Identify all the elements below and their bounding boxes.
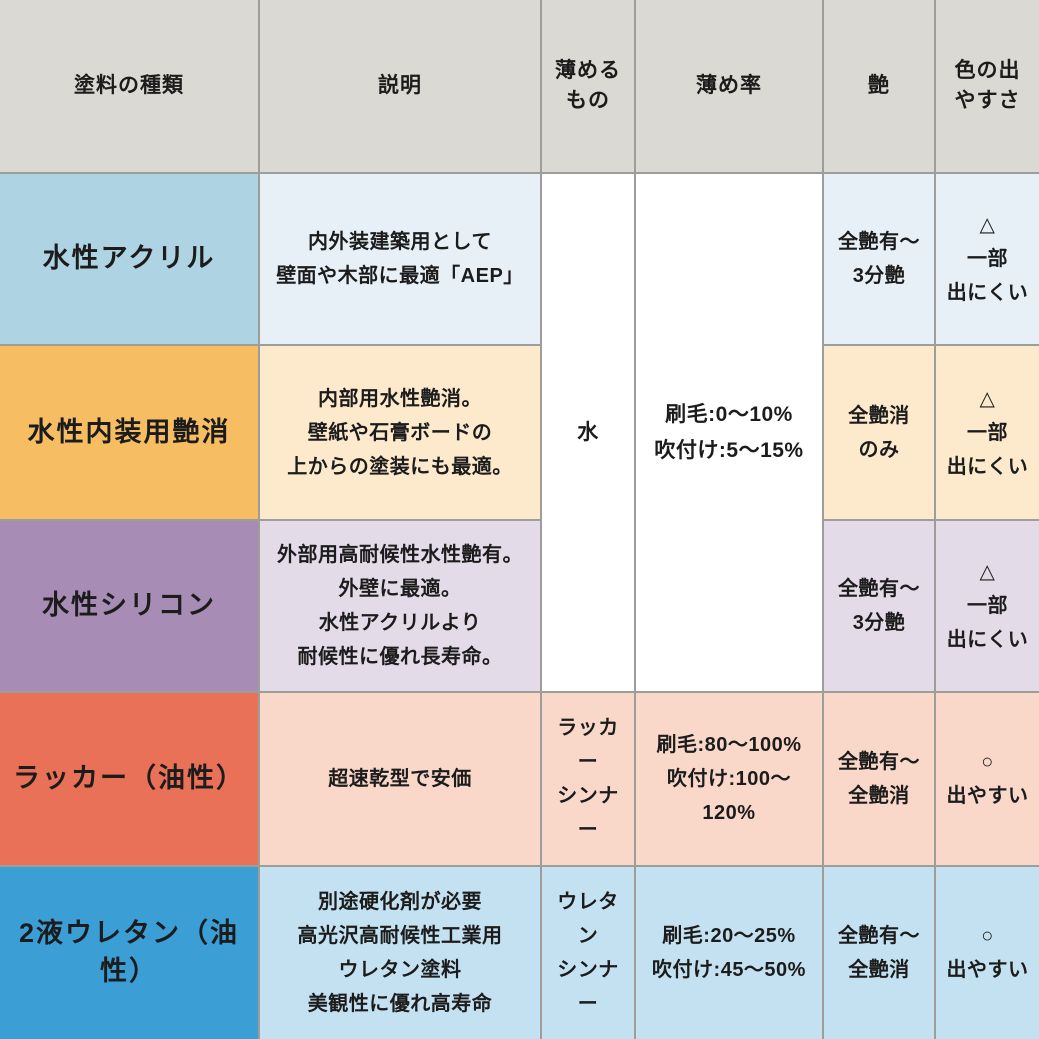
header-paint-type: 塗料の種類 bbox=[0, 0, 260, 174]
lacquer-type-cell: ラッカー（油性） bbox=[0, 691, 260, 867]
matte-gloss-cell: 全艶消 のみ bbox=[822, 344, 936, 521]
row-interior-matte: 水性内装用艶消 内部用水性艶消。 壁紙や石膏ボードの 上からの塗装にも最適。 全… bbox=[0, 344, 1039, 521]
header-thinner: 薄める もの bbox=[540, 0, 636, 174]
urethane-gloss-cell: 全艶有〜 全艶消 bbox=[822, 865, 936, 1039]
acrylic-gloss-cell: 全艶有〜 3分艶 bbox=[822, 172, 936, 346]
header-gloss: 艶 bbox=[822, 0, 936, 174]
urethane-description-cell: 別途硬化剤が必要 高光沢高耐候性工業用 ウレタン塗料 美観性に優れ高寿命 bbox=[258, 865, 542, 1039]
header-description: 説明 bbox=[258, 0, 542, 174]
matte-color-ease-cell: △ 一部 出にくい bbox=[934, 344, 1039, 521]
row-acrylic: 水性アクリル 内外装建築用として 壁面や木部に最適「AEP」 水 刷毛:0〜10… bbox=[0, 172, 1039, 693]
lacquer-ratio-cell: 刷毛:80〜100% 吹付け:100〜120% bbox=[634, 691, 824, 867]
row-urethane: 2液ウレタン（油性） 別途硬化剤が必要 高光沢高耐候性工業用 ウレタン塗料 美観… bbox=[0, 865, 1039, 1039]
row-lacquer: ラッカー（油性） 超速乾型で安価 ラッカー シンナー 刷毛:80〜100% 吹付… bbox=[0, 691, 1039, 867]
row-silicone: 水性シリコン 外部用高耐候性水性艶有。 外壁に最適。 水性アクリルより 耐候性に… bbox=[0, 519, 1039, 693]
silicone-gloss-cell: 全艶有〜 3分艶 bbox=[822, 519, 936, 693]
lacquer-description-cell: 超速乾型で安価 bbox=[258, 691, 542, 867]
urethane-ratio-cell: 刷毛:20〜25% 吹付け:45〜50% bbox=[634, 865, 824, 1039]
acrylic-color-ease-cell: △ 一部 出にくい bbox=[934, 172, 1039, 346]
silicone-color-ease-cell: △ 一部 出にくい bbox=[934, 519, 1039, 693]
header-row: 塗料の種類 説明 薄める もの 薄め率 艶 色の出 やすさ bbox=[0, 0, 1039, 174]
lacquer-color-ease-cell: ○ 出やすい bbox=[934, 691, 1039, 867]
urethane-color-ease-cell: ○ 出やすい bbox=[934, 865, 1039, 1039]
acrylic-type-cell: 水性アクリル bbox=[0, 172, 260, 346]
header-dilution-ratio: 薄め率 bbox=[634, 0, 824, 174]
acrylic-description-cell: 内外装建築用として 壁面や木部に最適「AEP」 bbox=[258, 172, 542, 346]
header-color-ease: 色の出 やすさ bbox=[934, 0, 1039, 174]
water-ratio-merged-cell: 刷毛:0〜10% 吹付け:5〜15% bbox=[634, 172, 824, 693]
silicone-description-cell: 外部用高耐候性水性艶有。 外壁に最適。 水性アクリルより 耐候性に優れ長寿命。 bbox=[258, 519, 542, 693]
urethane-type-cell: 2液ウレタン（油性） bbox=[0, 865, 260, 1039]
matte-type-cell: 水性内装用艶消 bbox=[0, 344, 260, 521]
urethane-thinner-cell: ウレタン シンナー bbox=[540, 865, 636, 1039]
water-thinner-merged-cell: 水 bbox=[540, 172, 636, 693]
lacquer-thinner-cell: ラッカー シンナー bbox=[540, 691, 636, 867]
lacquer-gloss-cell: 全艶有〜 全艶消 bbox=[822, 691, 936, 867]
matte-description-cell: 内部用水性艶消。 壁紙や石膏ボードの 上からの塗装にも最適。 bbox=[258, 344, 542, 521]
silicone-type-cell: 水性シリコン bbox=[0, 519, 260, 693]
